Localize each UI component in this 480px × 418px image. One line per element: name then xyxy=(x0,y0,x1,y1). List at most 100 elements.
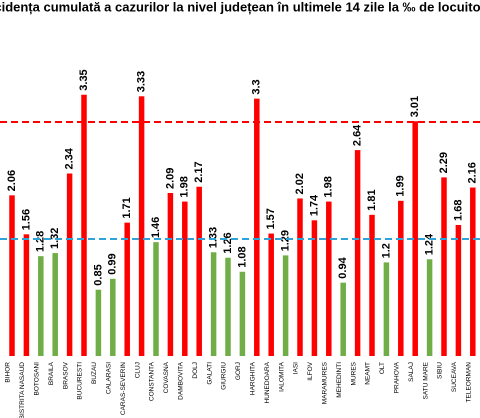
bar xyxy=(369,214,375,356)
x-tick-label: BOTOSANI xyxy=(34,362,41,396)
x-tick-label: CARAS-SEVERIN xyxy=(120,362,127,415)
bar xyxy=(210,252,217,356)
bar xyxy=(426,259,433,356)
x-tick-label: IALOMITA xyxy=(278,361,285,392)
bar xyxy=(311,220,318,356)
data-label: 1.68 xyxy=(452,200,464,221)
data-label: 1.28 xyxy=(35,231,47,252)
bar xyxy=(455,224,462,356)
bar xyxy=(196,186,202,356)
x-tick-label: HARGHITA xyxy=(250,361,257,395)
bar xyxy=(297,198,303,356)
x-tick-label: ILFOV xyxy=(307,361,314,380)
x-tick-label: CALARASI xyxy=(106,362,113,394)
x-tick-label: OLT xyxy=(379,362,386,374)
x-tick-label: CLUJ xyxy=(134,362,141,378)
x-tick-label: DOLJ xyxy=(192,362,199,379)
bar xyxy=(354,150,361,356)
bar xyxy=(167,193,174,356)
data-label: 1.33 xyxy=(208,227,220,248)
data-label: 3.33 xyxy=(136,71,148,92)
x-tick-label: MURES xyxy=(350,361,357,385)
bar xyxy=(441,177,447,356)
bar xyxy=(138,96,145,356)
bar xyxy=(110,278,116,356)
data-label: 1.29 xyxy=(280,230,292,251)
data-label: 1.74 xyxy=(308,194,320,216)
x-tick-label: COVASNA xyxy=(163,361,170,393)
x-tick-label: GIURGIU xyxy=(221,362,228,390)
data-label: 2.09 xyxy=(164,168,176,189)
x-tick-label: GORJ xyxy=(235,362,242,380)
bar xyxy=(282,255,289,356)
data-label: 3.01 xyxy=(409,96,421,117)
data-label: 3.3 xyxy=(251,79,263,94)
data-label: 1.46 xyxy=(150,217,162,238)
bar xyxy=(239,271,246,356)
bar xyxy=(225,257,231,356)
chart-title: ncidența cumulată a cazurilor la nivel j… xyxy=(0,0,480,14)
x-tick-label: SATU MARE xyxy=(422,361,429,399)
x-tick-label: BIHOR xyxy=(5,362,12,383)
x-tick-label: BRAILA xyxy=(48,361,55,385)
x-tick-label: GALATI xyxy=(206,362,213,385)
data-label: 1.24 xyxy=(424,233,436,255)
x-tick-label: BRASOV xyxy=(62,361,69,389)
data-label: 0.85 xyxy=(92,264,104,285)
bar xyxy=(124,222,130,356)
bar xyxy=(81,94,87,356)
bar xyxy=(95,289,102,356)
x-tick-label: IASI xyxy=(293,362,300,374)
data-label: 1.2 xyxy=(380,243,392,258)
data-label: 2.29 xyxy=(438,152,450,173)
bar xyxy=(153,242,159,356)
bar xyxy=(182,201,188,356)
data-label: 1.56 xyxy=(20,209,32,230)
bar xyxy=(268,233,274,356)
data-label: 1.08 xyxy=(236,246,248,267)
data-label: 1.99 xyxy=(395,175,407,196)
bar xyxy=(254,98,260,356)
data-label: 0.99 xyxy=(107,253,119,274)
data-label: 3.35 xyxy=(78,69,90,90)
data-label: 2.17 xyxy=(193,161,205,182)
x-tick-label: PRAHOVA xyxy=(394,361,401,393)
bar xyxy=(470,187,476,356)
x-tick-label: NEAMT xyxy=(365,362,372,385)
data-label: 2.06 xyxy=(6,170,18,191)
data-label: 1.26 xyxy=(222,232,234,253)
data-label: 2.02 xyxy=(294,173,306,194)
data-label: 1.98 xyxy=(323,176,335,197)
data-label: 2.16 xyxy=(467,162,479,183)
bar xyxy=(52,253,58,356)
bar xyxy=(412,121,418,356)
data-label: 2.34 xyxy=(64,147,76,169)
bar xyxy=(398,200,404,356)
bar xyxy=(326,201,332,356)
data-label: 1.81 xyxy=(366,189,378,210)
x-tick-label: SALAJ xyxy=(408,362,415,382)
bar xyxy=(66,173,73,356)
data-label: 1.57 xyxy=(265,208,277,229)
data-label: 0.94 xyxy=(337,256,349,278)
data-label: 2.64 xyxy=(352,124,364,146)
x-tick-label: DAMBOVITA xyxy=(178,361,185,399)
x-tick-label: TELEORMAN xyxy=(466,362,473,403)
bar xyxy=(383,262,390,356)
x-tick-label: MEHEDINTI xyxy=(336,362,343,398)
x-tick-label: BISTRITA NASAUD xyxy=(19,362,26,418)
x-tick-label: MARAMURES xyxy=(322,361,329,404)
bar xyxy=(38,256,44,356)
bar xyxy=(23,234,30,356)
x-tick-label: HUNEDOARA xyxy=(264,361,271,403)
bar xyxy=(9,195,15,356)
bar xyxy=(340,282,346,356)
data-label: 1.71 xyxy=(121,197,133,218)
x-tick-label: BUCURESTI xyxy=(77,362,84,400)
x-tick-label: CONSTANTA xyxy=(149,361,156,401)
x-tick-label: SIBIU xyxy=(437,362,444,379)
x-tick-label: BUZAU xyxy=(91,362,98,384)
x-tick-label: SUCEAVA xyxy=(451,361,458,392)
data-label: 1.98 xyxy=(179,176,191,197)
